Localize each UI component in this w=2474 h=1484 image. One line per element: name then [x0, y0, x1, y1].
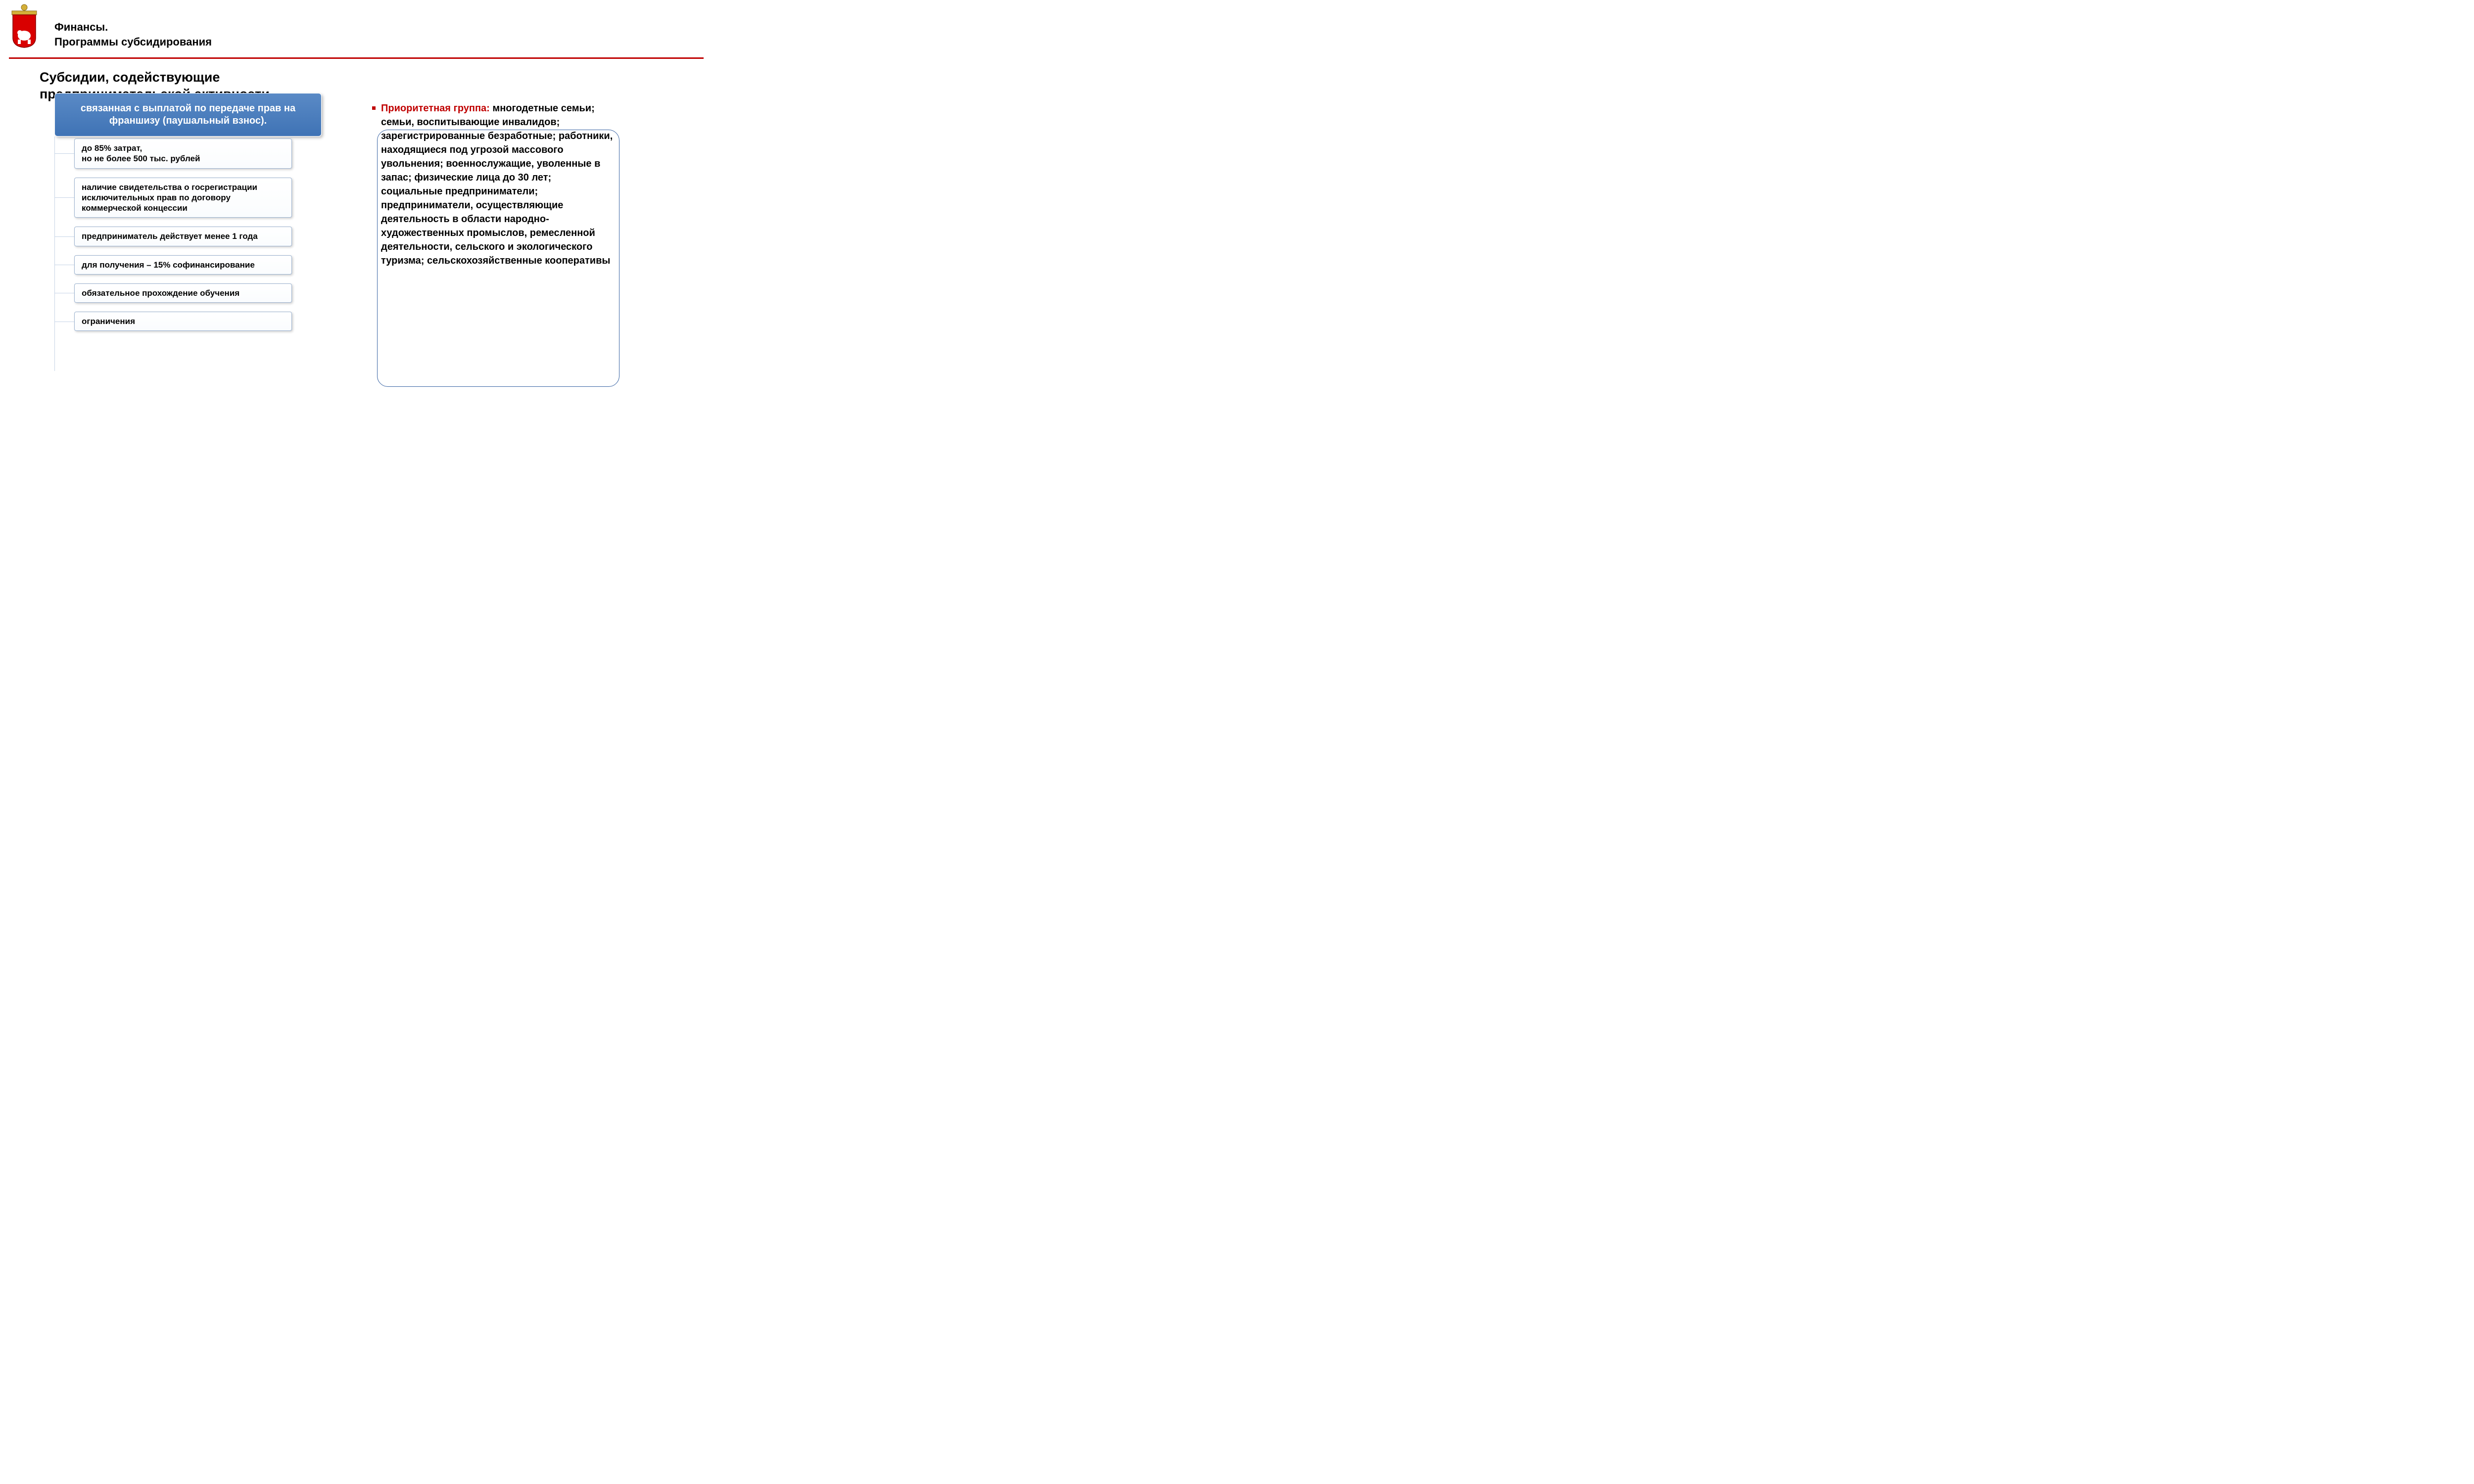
priority-label: Приоритетная группа: [381, 103, 490, 114]
condition-box: до 85% затрат,но не более 500 тыс. рубле… [74, 139, 292, 169]
conditions-tree: до 85% затрат,но не более 500 тыс. рубле… [74, 139, 292, 340]
header-line-2: Программы субсидирования [54, 35, 212, 49]
tree-item: наличие свидетельства о госрегистрации и… [74, 178, 292, 218]
franchise-header-text: связанная с выплатой по передаче прав на… [64, 102, 312, 127]
franchise-header-box: связанная с выплатой по передаче прав на… [54, 93, 322, 137]
slide: Финансы. Программы субсидирования Субсид… [0, 0, 713, 401]
condition-box: ограничения [74, 312, 292, 331]
tree-item: обязательное прохождение обучения [74, 283, 292, 303]
priority-group-block: Приоритетная группа: многодетные семьи; … [381, 101, 614, 268]
condition-box: предприниматель действует менее 1 года [74, 227, 292, 246]
condition-box: обязательное прохождение обучения [74, 283, 292, 303]
condition-box: для получения – 15% софинансирование [74, 255, 292, 275]
condition-box: наличие свидетельства о госрегистрации и… [74, 178, 292, 218]
slide-header: Финансы. Программы субсидирования [54, 20, 212, 49]
tree-item: до 85% затрат,но не более 500 тыс. рубле… [74, 139, 292, 169]
tree-item: ограничения [74, 312, 292, 331]
coat-of-arms-icon [9, 4, 40, 48]
priority-text: многодетные семьи; семьи, воспитывающие … [381, 103, 613, 266]
tree-item: предприниматель действует менее 1 года [74, 227, 292, 246]
tree-vertical-connector [54, 137, 55, 371]
header-divider [9, 57, 704, 59]
header-line-1: Финансы. [54, 20, 212, 35]
bullet-icon [372, 106, 376, 110]
tree-item: для получения – 15% софинансирование [74, 255, 292, 275]
